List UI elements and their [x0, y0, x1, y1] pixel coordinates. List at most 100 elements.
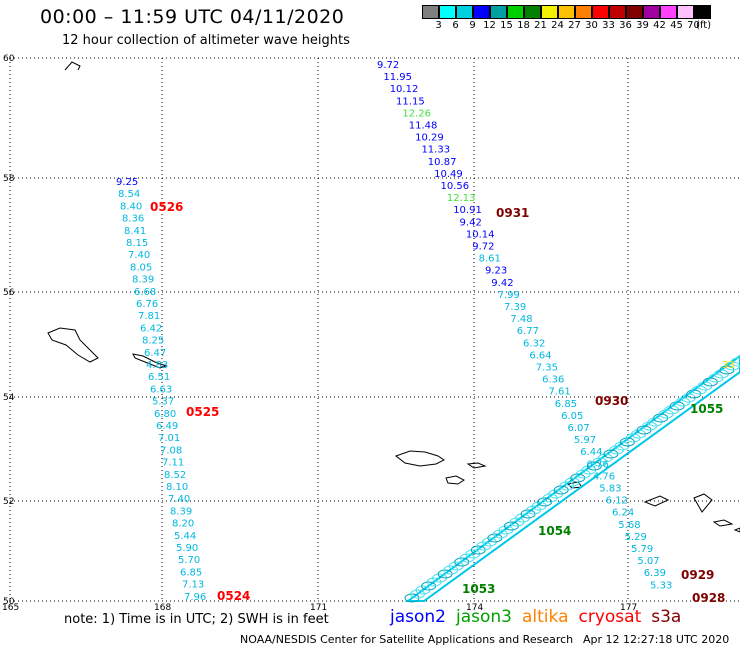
time-label-0525: 0525 [186, 405, 219, 419]
swh-value: 6.85 [555, 399, 577, 410]
swh-value: 6.76 [587, 459, 609, 470]
swh-value: 4.83 [146, 360, 168, 371]
swh-value: 8.25 [142, 336, 164, 347]
legend-swatch [507, 5, 524, 19]
swh-value: 6.32 [523, 338, 545, 349]
jason3-time-label: 1055 [690, 402, 723, 416]
swh-value: 6.12 [606, 496, 628, 507]
swh-value: 12.13 [447, 193, 476, 204]
legend-swatch [694, 5, 711, 19]
island-outline [733, 527, 740, 533]
swh-value: 7.35 [536, 363, 558, 374]
s3a-measurement [730, 357, 740, 367]
legend-swatch [626, 5, 643, 19]
swh-value: 10.56 [441, 181, 470, 192]
legend-label: 18 [517, 20, 530, 31]
swh-value: 5.07 [637, 556, 659, 567]
time-label-0524: 0524 [217, 589, 250, 603]
coastlines [47, 61, 740, 533]
lon-label: 168 [154, 603, 171, 613]
swh-value: 10.87 [428, 157, 457, 168]
swh-value: 7.11 [162, 458, 184, 469]
time-labels: 0526 0525 0524 0931 0930 0929 0928 [150, 200, 725, 605]
swh-value: 6.42 [140, 323, 162, 334]
legend-label: 24 [551, 20, 564, 31]
lon-label: 174 [466, 603, 483, 613]
swh-value: 11.33 [421, 145, 450, 156]
swh-value: 6.44 [580, 447, 602, 458]
page-subtitle: 12 hour collection of altimeter wave hei… [62, 33, 350, 48]
swh-value: 10.12 [390, 84, 419, 95]
satellite-legend-s3a: s3a [651, 607, 682, 627]
legend-swatch [643, 5, 660, 19]
island-outline [693, 493, 713, 513]
swh-value: 7.61 [548, 387, 570, 398]
satellite-legend-altika: altika [522, 607, 569, 627]
swh-value: 8.52 [164, 470, 186, 481]
legend-label: 42 [653, 20, 666, 31]
legend-swatch [541, 5, 558, 19]
legend-label: 36 [619, 20, 632, 31]
island-outline [643, 495, 670, 507]
swh-value: 11.15 [396, 96, 425, 107]
swh-value: 9.42 [460, 217, 482, 228]
legend-label: 21 [534, 20, 547, 31]
island-outline [712, 519, 734, 527]
swh-value: 7.48 [510, 314, 532, 325]
legend-swatch [490, 5, 507, 19]
legend-label: 45 [670, 20, 683, 31]
swh-value: 9.25 [116, 177, 138, 188]
swh-value: 6.05 [561, 411, 583, 422]
track-labels: 9.258.548.408.368.418.157.408.058.396.68… [116, 60, 672, 603]
swh-value: 9.23 [485, 266, 507, 277]
swh-value: 6.07 [568, 423, 590, 434]
legend-label: 27 [568, 20, 581, 31]
swh-value: 8.39 [132, 275, 154, 286]
swh-value: 8.61 [479, 254, 501, 265]
swh-value: 6.24 [612, 508, 634, 519]
swh-value: 7.39 [504, 302, 526, 313]
legend-swatch [575, 5, 592, 19]
time-label-0526: 0526 [150, 200, 183, 214]
lat-label: 52 [3, 497, 14, 507]
time-label-0928: 0928 [692, 591, 725, 605]
swh-value: 5.68 [618, 520, 640, 531]
swh-value: 6.39 [644, 568, 666, 579]
satellite-legend-jason3: jason3 [456, 607, 512, 627]
color-scale-legend [422, 5, 711, 19]
swh-value: 7.40 [128, 250, 150, 261]
swh-value: 7.99 [498, 290, 520, 301]
swh-value: 9.72 [472, 242, 494, 253]
swh-value: 7.01 [158, 433, 180, 444]
lon-label: 177 [620, 603, 637, 613]
swh-value: 8.10 [166, 482, 188, 493]
island-outline [466, 462, 487, 469]
s3a-tag: 33 [722, 360, 735, 371]
swh-value: 12.26 [402, 108, 431, 119]
swh-value: 8.40 [120, 201, 142, 212]
legend-swatch [609, 5, 626, 19]
swh-value: 10.14 [466, 229, 495, 240]
legend-swatch [439, 5, 456, 19]
legend-label: 12 [483, 20, 496, 31]
swh-value: 5.37 [152, 397, 174, 408]
lon-label: 165 [2, 603, 19, 613]
swh-value: 7.81 [138, 311, 160, 322]
swh-value: 10.91 [453, 205, 482, 216]
swh-value: 6.63 [150, 384, 172, 395]
swh-value: 5.29 [625, 532, 647, 543]
swh-value: 6.64 [529, 350, 551, 361]
legend-swatch [473, 5, 490, 19]
island-outline [445, 475, 465, 485]
swh-value: 6.85 [180, 567, 202, 578]
swh-value: 11.95 [383, 72, 412, 83]
swh-value: 6.76 [136, 299, 158, 310]
swh-value: 5.90 [176, 543, 198, 554]
time-label-0931: 0931 [496, 206, 529, 220]
legend-label: 15 [500, 20, 513, 31]
lat-label: 58 [3, 174, 15, 184]
legend-swatch [592, 5, 609, 19]
island-outline [132, 353, 168, 369]
island-outline [64, 61, 81, 71]
